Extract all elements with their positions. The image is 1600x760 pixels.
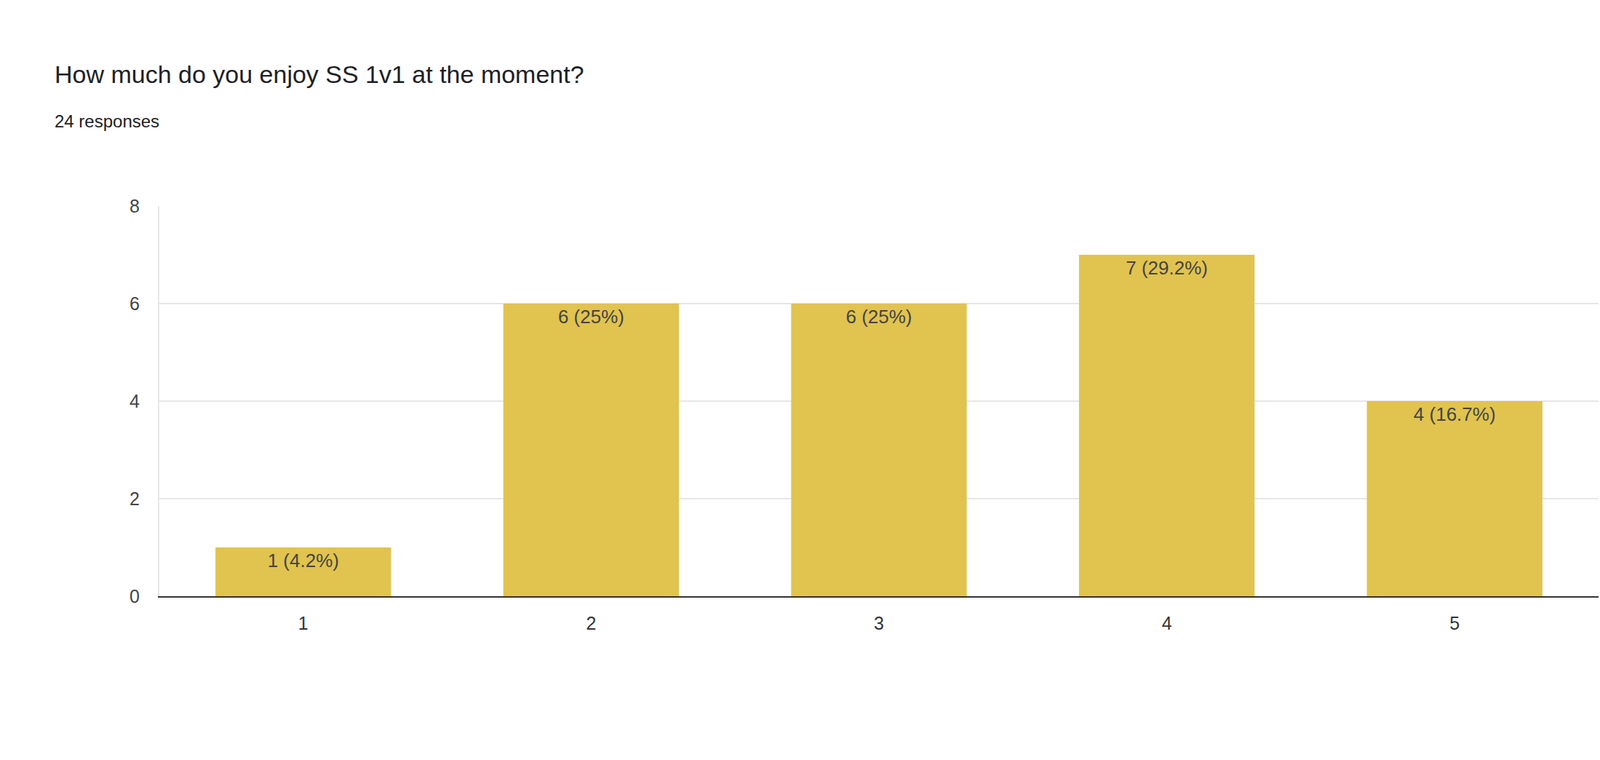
svg-text:How much do you enjoy SS 1v1 a: How much do you enjoy SS 1v1 at the mome… [54,60,585,89]
svg-text:3: 3 [873,612,885,634]
svg-text:1: 1 [298,612,309,634]
svg-text:5: 5 [1449,612,1460,634]
svg-text:4: 4 [1161,612,1173,634]
svg-text:0: 0 [129,585,140,607]
svg-text:6 (25%): 6 (25%) [558,305,625,328]
svg-text:6: 6 [129,293,140,314]
svg-text:4 (16.7%): 4 (16.7%) [1413,403,1496,425]
svg-text:1 (4.2%): 1 (4.2%) [267,549,340,572]
svg-text:6 (25%): 6 (25%) [845,305,912,328]
svg-text:8: 8 [129,195,140,217]
svg-text:2: 2 [129,488,140,509]
svg-text:2: 2 [585,612,596,634]
svg-text:24 responses: 24 responses [54,111,160,131]
svg-text:4: 4 [129,390,140,412]
svg-text:7 (29.2%): 7 (29.2%) [1125,256,1208,279]
